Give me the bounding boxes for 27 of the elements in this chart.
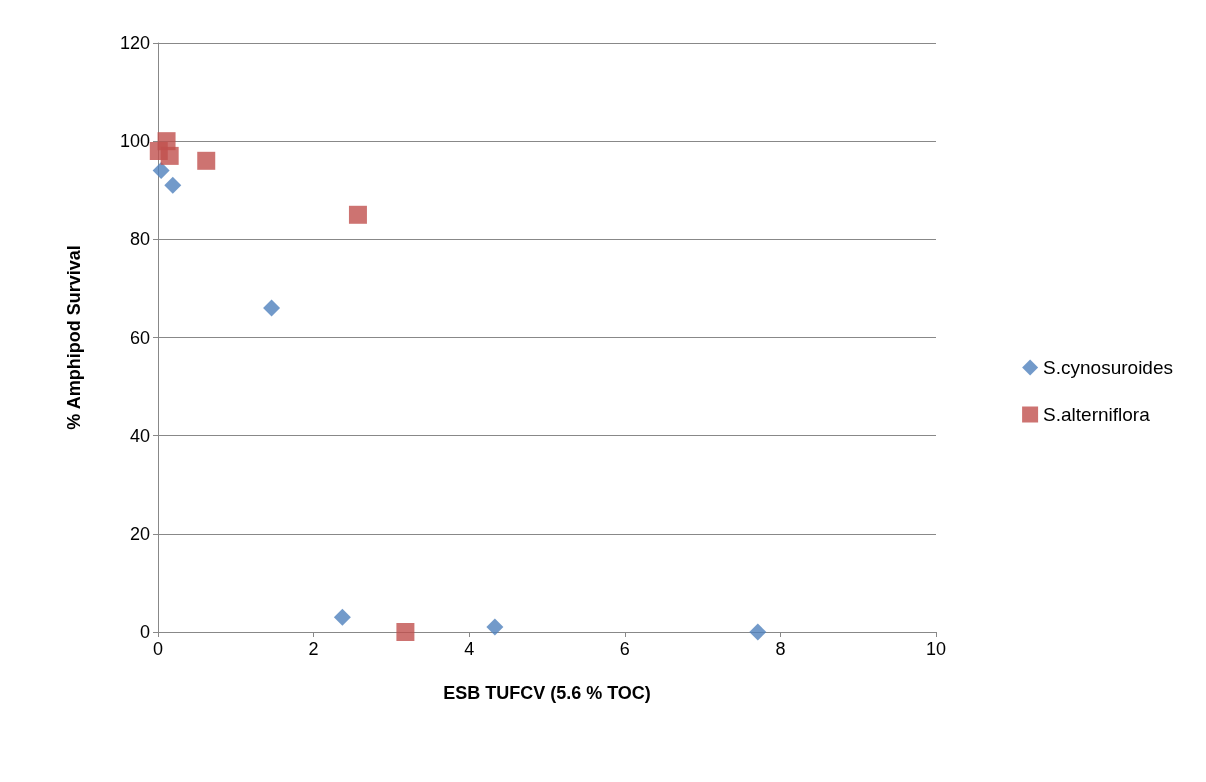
point bbox=[749, 623, 767, 641]
x-tick-label: 4 bbox=[464, 639, 475, 659]
y-tick-label: 60 bbox=[129, 327, 150, 348]
point bbox=[348, 205, 367, 224]
legend-label: S.cynosuroides bbox=[1043, 357, 1173, 378]
x-axis-title: ESB TUFCV (5.6 % TOC) bbox=[443, 683, 651, 703]
legend-label: S.alterniflora bbox=[1043, 404, 1151, 425]
y-tick-label: 100 bbox=[119, 131, 150, 152]
point bbox=[333, 608, 351, 626]
x-tick-label: 0 bbox=[152, 639, 164, 659]
y-tick-label: 80 bbox=[129, 229, 150, 250]
y-tick-label: 40 bbox=[129, 425, 150, 446]
point bbox=[486, 618, 504, 636]
x-tick-label: 10 bbox=[925, 639, 947, 659]
point bbox=[263, 299, 281, 317]
x-tick-label: 6 bbox=[619, 639, 630, 659]
point bbox=[396, 623, 415, 641]
x-tick-label: 2 bbox=[308, 639, 319, 659]
y-axis-title: % Amphipod Survival bbox=[64, 245, 84, 430]
point bbox=[164, 176, 182, 194]
point bbox=[160, 146, 179, 165]
y-tick-label: 0 bbox=[139, 622, 150, 642]
point bbox=[197, 151, 216, 170]
y-tick-label: 120 bbox=[119, 33, 150, 53]
y-tick-label: 20 bbox=[129, 523, 150, 544]
point bbox=[152, 162, 170, 180]
x-tick-label: 8 bbox=[775, 639, 786, 659]
